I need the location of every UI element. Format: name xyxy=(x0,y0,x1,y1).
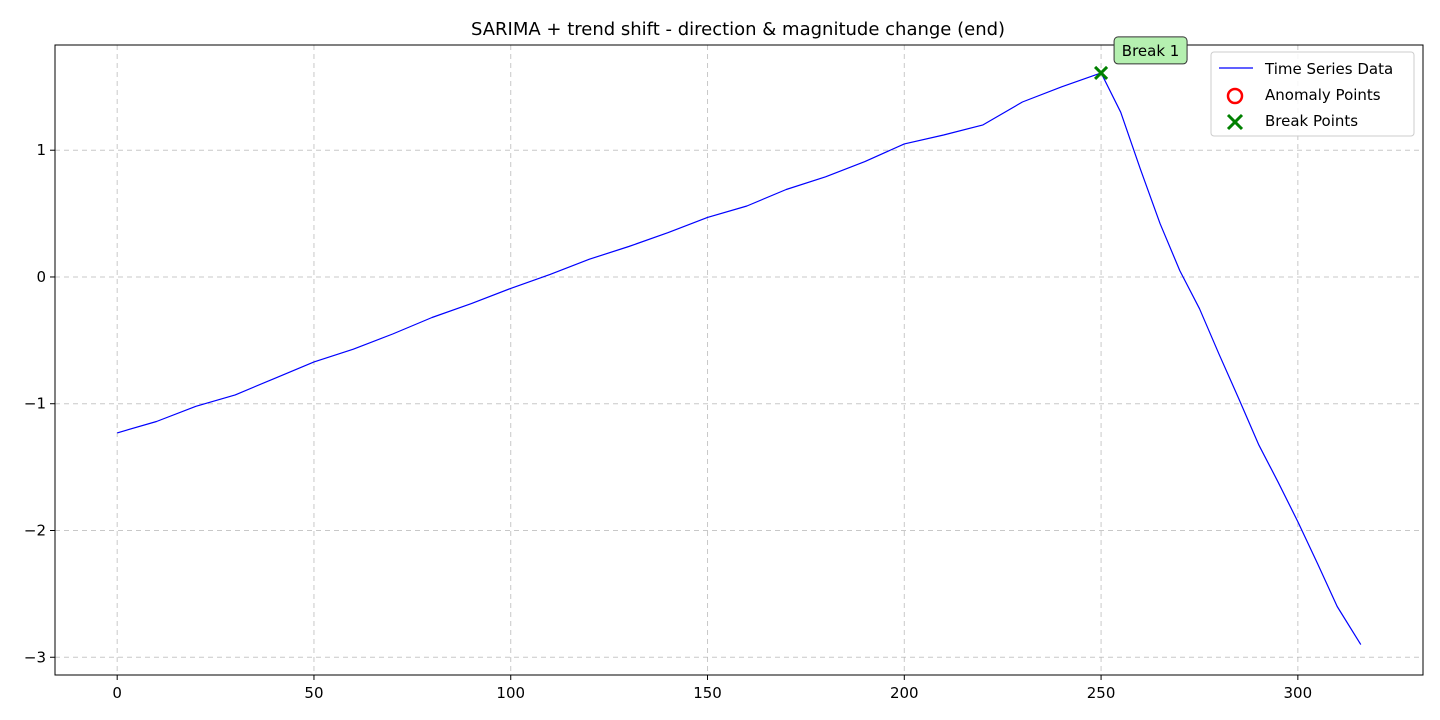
legend-anomaly-swatch xyxy=(1226,87,1244,105)
break-annotation: Break 1 xyxy=(1113,36,1188,65)
break-markers xyxy=(1094,65,1109,80)
series-layer xyxy=(117,72,1362,645)
legend-label-break: Break Points xyxy=(1265,112,1358,130)
x-tick-label: 100 xyxy=(496,684,525,702)
annotation-label: Break 1 xyxy=(1122,42,1180,60)
axis-ticks: 0 50 100 150 200 250 300 −3 −2 −1 0 1 xyxy=(24,141,1312,702)
y-tick-label: −2 xyxy=(24,521,46,539)
x-tick-label: 250 xyxy=(1087,684,1116,702)
annotations: Break 1 xyxy=(1113,36,1188,65)
chart-title: SARIMA + trend shift - direction & magni… xyxy=(471,19,1005,40)
y-tick-label: 1 xyxy=(36,141,46,159)
break-point-marker xyxy=(1094,65,1109,80)
y-tick-label: −3 xyxy=(24,648,46,666)
legend-label-series: Time Series Data xyxy=(1264,60,1393,78)
x-tick-label: 200 xyxy=(890,684,919,702)
y-tick-label: 0 xyxy=(36,268,46,286)
y-tick-label: −1 xyxy=(24,395,46,413)
x-tick-label: 0 xyxy=(112,684,122,702)
series-line xyxy=(117,72,1362,645)
x-tick-label: 300 xyxy=(1284,684,1313,702)
annotation-box xyxy=(1113,36,1188,65)
grid xyxy=(55,45,1423,675)
legend-box xyxy=(1210,51,1415,137)
legend: Time Series Data Anomaly Points Break Po… xyxy=(1210,51,1415,137)
plot-frame xyxy=(54,44,1424,676)
legend-break-swatch xyxy=(1226,113,1244,131)
x-tick-label: 150 xyxy=(693,684,722,702)
legend-label-anomaly: Anomaly Points xyxy=(1265,86,1381,104)
x-tick-label: 50 xyxy=(304,684,323,702)
